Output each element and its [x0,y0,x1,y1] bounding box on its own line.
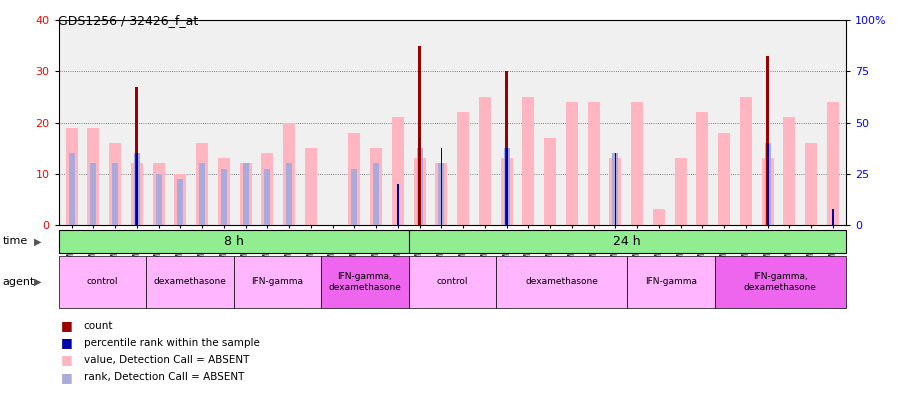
Bar [66,128,77,225]
Bar [440,148,442,225]
Text: control: control [436,277,468,286]
Bar [609,158,621,225]
Bar [87,128,99,225]
Bar [146,256,233,308]
Bar [767,143,769,225]
Bar [109,143,121,225]
Bar [784,117,796,225]
Bar [457,112,469,225]
Text: IFN-gamma: IFN-gamma [645,277,697,286]
Bar [112,164,118,225]
Bar [218,158,230,225]
Text: ■: ■ [61,337,73,350]
Bar [631,102,644,225]
Bar [652,209,665,225]
Bar [832,209,833,225]
Bar [153,164,165,225]
Text: GDS1256 / 32426_f_at: GDS1256 / 32426_f_at [58,14,199,27]
Text: rank, Detection Call = ABSENT: rank, Detection Call = ABSENT [84,372,244,382]
Bar [615,153,616,225]
Bar [351,168,357,225]
Bar [286,164,292,225]
Bar [374,164,379,225]
Bar [522,97,535,225]
Bar [675,158,687,225]
Bar [766,56,770,225]
Bar [261,153,274,225]
Text: ■: ■ [61,371,73,384]
Bar [370,148,382,225]
Text: 24 h: 24 h [614,235,641,248]
Bar [199,164,205,225]
Bar [588,102,599,225]
Text: time: time [3,237,28,246]
Bar [827,102,839,225]
Bar [496,256,627,308]
Bar [697,112,708,225]
Text: agent: agent [3,277,35,287]
Bar [177,179,184,225]
Bar [239,164,252,225]
Text: IFN-gamma,
dexamethasone: IFN-gamma, dexamethasone [744,272,817,292]
Text: ▶: ▶ [34,237,41,246]
Text: ▶: ▶ [34,277,41,287]
Text: 8 h: 8 h [223,235,243,248]
Bar [156,174,162,225]
Bar [479,97,490,225]
Bar [505,71,508,225]
Bar [761,158,774,225]
Bar [90,164,96,225]
Bar [265,168,270,225]
Bar [305,148,317,225]
Bar [242,164,248,225]
Text: value, Detection Call = ABSENT: value, Detection Call = ABSENT [84,355,249,365]
Bar [436,164,447,225]
Bar [506,148,508,225]
Bar [135,87,139,225]
Bar [765,143,770,225]
Bar [409,256,496,308]
Bar [612,153,618,225]
Bar [58,256,146,308]
Bar [392,117,404,225]
Bar [718,133,730,225]
Bar [220,168,227,225]
Bar [136,153,138,225]
Bar [806,143,817,225]
Text: count: count [84,321,113,331]
Bar [175,174,186,225]
Text: IFN-gamma: IFN-gamma [251,277,303,286]
Bar [130,164,143,225]
Text: percentile rank within the sample: percentile rank within the sample [84,338,259,348]
Bar [284,122,295,225]
Bar [438,164,445,225]
Bar [418,138,420,225]
Bar [397,184,399,225]
Bar [740,97,752,225]
Bar [417,148,423,225]
Bar [715,256,846,308]
Bar [134,153,140,225]
Bar [196,143,208,225]
Text: ■: ■ [61,320,73,333]
Text: IFN-gamma,
dexamethasone: IFN-gamma, dexamethasone [328,272,401,292]
Bar [500,158,513,225]
Bar [566,102,578,225]
Text: dexamethasone: dexamethasone [153,277,226,286]
Bar [544,138,556,225]
Text: ■: ■ [61,354,73,367]
Text: control: control [86,277,118,286]
Bar [68,153,75,225]
Bar [233,256,321,308]
Bar [418,46,421,225]
Bar [414,158,426,225]
Bar [627,256,715,308]
Bar [321,256,409,308]
Text: dexamethasone: dexamethasone [526,277,599,286]
Bar [348,133,360,225]
Bar [504,148,509,225]
